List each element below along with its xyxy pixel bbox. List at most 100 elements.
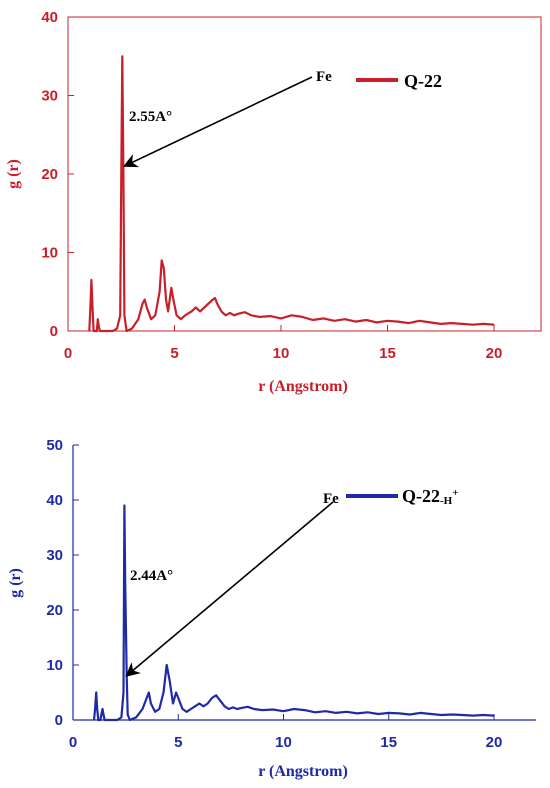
- data-point: [120, 173, 122, 175]
- y-tick-label: 10: [46, 657, 63, 674]
- data-point: [122, 173, 124, 175]
- y-tick-label: 30: [41, 88, 58, 105]
- data-point: [293, 708, 295, 710]
- data-point: [177, 697, 179, 699]
- data-point: [100, 713, 102, 716]
- data-point: [282, 710, 285, 712]
- y-tick-label: 20: [46, 602, 63, 619]
- data-point: [233, 314, 235, 316]
- data-point: [120, 716, 122, 718]
- data-point: [101, 708, 104, 710]
- x-tick-label: 5: [170, 345, 178, 362]
- x-tick-label: 15: [380, 734, 397, 751]
- data-point: [88, 330, 90, 332]
- y-tick-label: 40: [46, 492, 63, 509]
- data-point: [186, 711, 188, 713]
- data-point: [198, 702, 200, 705]
- data-point: [190, 310, 193, 312]
- data-point: [225, 314, 227, 316]
- data-point: [333, 320, 335, 322]
- data-point: [146, 306, 148, 308]
- data-point: [190, 708, 192, 710]
- data-point: [150, 318, 152, 320]
- data-point: [129, 719, 131, 721]
- data-point: [112, 719, 114, 721]
- tick-marks: [67, 16, 495, 332]
- data-point: [472, 324, 474, 326]
- data-point: [108, 719, 110, 721]
- data-point: [123, 314, 125, 316]
- legend-label: Q-22: [404, 71, 442, 91]
- data-point: [144, 299, 146, 301]
- annotation-arrow: [125, 501, 334, 677]
- data-point: [493, 324, 495, 326]
- data-point: [104, 719, 106, 721]
- data-point: [203, 306, 205, 308]
- data-point: [482, 714, 485, 716]
- y-tick-label: 50: [46, 437, 63, 454]
- y-tick-label: 0: [55, 712, 63, 729]
- data-point: [169, 680, 171, 683]
- data-point: [253, 708, 255, 710]
- data-point: [244, 311, 246, 313]
- data-point: [166, 664, 168, 666]
- data-point: [122, 691, 125, 694]
- x-tick-label: 15: [379, 345, 396, 362]
- annotation-distance-label: 2.44A°: [130, 568, 173, 584]
- data-point: [355, 321, 357, 323]
- y-tick-label: 0: [50, 323, 58, 340]
- data-point: [207, 702, 209, 705]
- data-point: [91, 306, 94, 308]
- data-point: [219, 700, 221, 702]
- data-point: [229, 312, 231, 314]
- y-tick-label: 30: [46, 547, 63, 564]
- legend-label-suffix: -H: [440, 495, 453, 507]
- data-point: [376, 321, 378, 323]
- data-point: [142, 302, 144, 305]
- data-point: [408, 322, 410, 324]
- data-point: [119, 314, 121, 316]
- legend-label-main: Q-22: [402, 486, 440, 506]
- data-point: [323, 317, 325, 319]
- data-point: [430, 713, 432, 715]
- x-axis-title: r (Angstrom): [258, 378, 348, 395]
- data-point: [215, 694, 217, 696]
- data-point: [96, 330, 98, 332]
- data-point: [123, 504, 125, 507]
- data-point: [141, 708, 144, 710]
- data-point: [162, 691, 165, 694]
- x-tick-labels: 0 5 10 15 20: [69, 734, 503, 751]
- y-tick-label: 40: [41, 9, 58, 26]
- data-point: [304, 709, 306, 711]
- data-point: [116, 719, 118, 721]
- data-point: [93, 330, 95, 332]
- data-point: [167, 310, 169, 312]
- y-tick-labels: 0 10 20 30 40: [41, 9, 58, 340]
- data-point: [461, 714, 463, 716]
- data-point: [232, 706, 234, 709]
- annotation-arrow: [123, 76, 313, 168]
- data-point: [356, 712, 358, 715]
- data-point: [94, 708, 96, 710]
- data-point: [451, 713, 453, 716]
- data-point: [418, 320, 420, 322]
- y-tick-labels: 0 10 20 30 40 50: [46, 437, 63, 729]
- data-point: [159, 291, 161, 293]
- data-point: [180, 318, 182, 320]
- annotation-element-label: Fe: [323, 491, 339, 507]
- data-point: [154, 314, 156, 316]
- data-point: [121, 55, 123, 57]
- data-point: [97, 318, 99, 320]
- data-point: [247, 706, 249, 708]
- data-point: [208, 302, 210, 305]
- data-point: [398, 712, 400, 715]
- data-point: [102, 713, 105, 716]
- data-point: [135, 716, 137, 718]
- data-point: [150, 702, 152, 705]
- data-point: [272, 708, 274, 711]
- annotation-distance-label: 2.55A°: [129, 109, 172, 125]
- data-point: [397, 321, 399, 323]
- data-point: [250, 314, 252, 316]
